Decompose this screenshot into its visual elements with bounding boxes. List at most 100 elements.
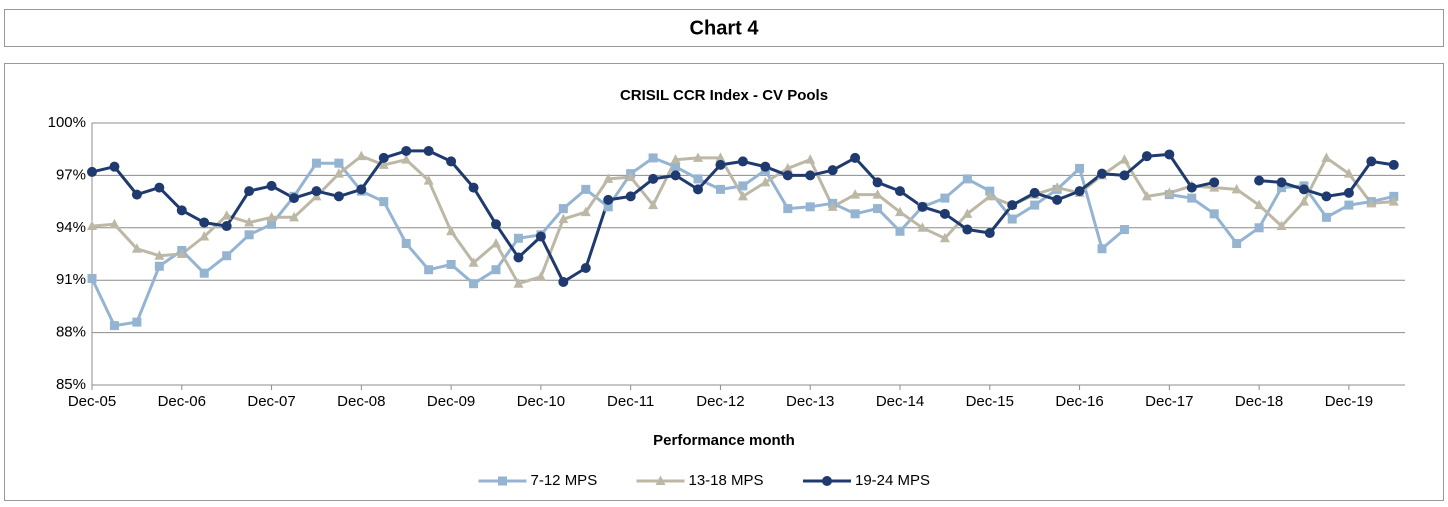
point — [1209, 209, 1219, 219]
point — [401, 154, 412, 164]
point — [872, 177, 883, 188]
x-tick-label: Dec-19 — [1325, 393, 1373, 410]
point — [1030, 200, 1040, 210]
point — [446, 225, 457, 236]
point — [221, 221, 232, 232]
point — [333, 191, 344, 202]
point — [199, 268, 209, 278]
point — [1029, 187, 1040, 198]
point — [199, 231, 210, 241]
point — [109, 321, 119, 331]
point — [782, 162, 793, 173]
point — [87, 220, 97, 231]
point — [221, 210, 232, 220]
point — [311, 158, 321, 168]
point — [917, 201, 928, 212]
x-tick-label: Dec-14 — [876, 393, 924, 410]
legend-marker — [822, 476, 832, 486]
point — [558, 204, 568, 214]
point — [423, 175, 434, 185]
point — [1366, 197, 1377, 208]
point — [356, 150, 367, 161]
point — [1007, 214, 1017, 224]
point — [693, 184, 703, 195]
point — [850, 209, 860, 219]
y-tick-label: 91% — [56, 271, 86, 288]
x-tick-label: Dec-12 — [696, 393, 744, 410]
point — [648, 153, 658, 163]
point — [244, 230, 254, 240]
point — [1164, 149, 1175, 160]
point — [984, 190, 995, 201]
point — [289, 193, 299, 204]
x-tick-label: Dec-07 — [247, 393, 295, 410]
point — [760, 176, 771, 187]
point — [872, 189, 883, 199]
legend-label: 7-12 MPS — [531, 472, 598, 489]
point — [670, 154, 681, 164]
chart-title: CRISIL CCR Index - CV Pools — [620, 87, 828, 104]
point — [783, 204, 793, 214]
point — [1343, 168, 1354, 178]
point — [266, 211, 277, 222]
point — [805, 202, 815, 212]
point — [87, 273, 97, 283]
point — [1141, 190, 1152, 201]
point — [424, 265, 434, 275]
point — [760, 161, 771, 172]
y-tick-label: 88% — [56, 324, 86, 341]
point — [513, 278, 524, 288]
point — [401, 145, 412, 156]
point — [603, 194, 614, 205]
point — [580, 262, 591, 273]
x-tick-label: Dec-17 — [1145, 393, 1193, 410]
point — [962, 208, 973, 218]
point — [1321, 212, 1331, 222]
point — [625, 171, 636, 182]
point — [693, 174, 703, 184]
point — [87, 166, 97, 177]
point — [738, 181, 748, 191]
point — [939, 232, 950, 243]
point — [132, 317, 142, 327]
point — [379, 197, 389, 207]
point — [176, 205, 187, 216]
x-tick-label: Dec-16 — [1055, 393, 1103, 410]
legend-marker — [498, 476, 507, 486]
header-title: Chart 4 — [690, 17, 760, 39]
point — [895, 206, 905, 217]
point — [1276, 220, 1287, 231]
point — [491, 238, 501, 248]
point — [962, 224, 973, 235]
point — [1254, 175, 1265, 186]
point — [1388, 159, 1399, 170]
point — [311, 186, 322, 197]
point — [648, 199, 659, 210]
point — [176, 248, 187, 258]
point — [1119, 170, 1130, 181]
x-tick-label: Dec-10 — [517, 393, 565, 410]
point — [1277, 183, 1287, 193]
point — [873, 204, 883, 214]
point — [940, 193, 950, 203]
point — [423, 145, 434, 156]
point — [850, 152, 861, 163]
point — [154, 250, 165, 260]
point — [580, 206, 591, 217]
point — [1187, 193, 1197, 203]
point — [805, 170, 816, 181]
point — [1343, 187, 1354, 198]
point — [558, 276, 569, 287]
point — [1075, 163, 1085, 173]
point — [1007, 200, 1018, 211]
point — [603, 173, 614, 183]
point — [513, 252, 524, 263]
legend-label: 13-18 MPS — [689, 472, 764, 489]
point — [1209, 177, 1220, 188]
legend-marker — [655, 475, 666, 485]
point — [446, 259, 456, 269]
point — [491, 265, 501, 275]
point — [266, 180, 277, 191]
point — [827, 165, 838, 176]
